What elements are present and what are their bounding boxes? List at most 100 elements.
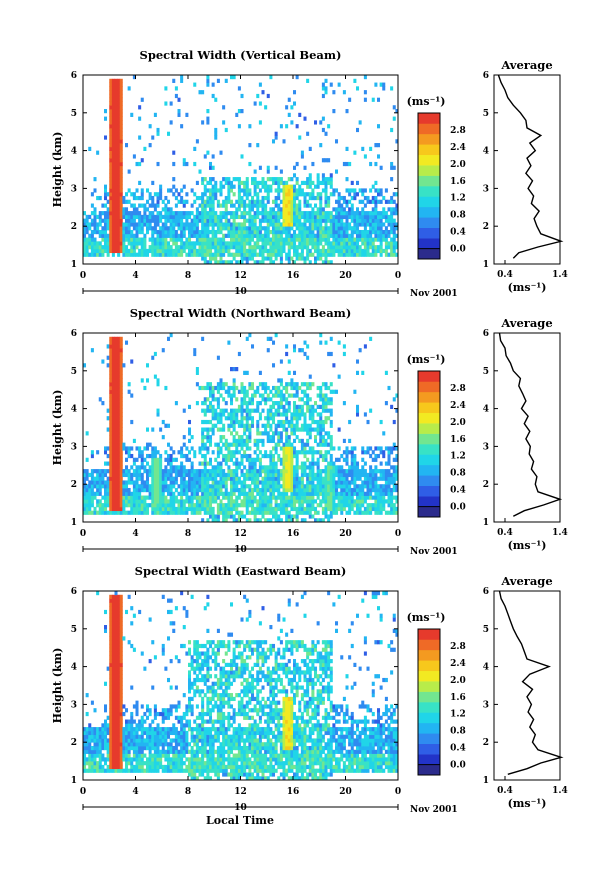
heatmap-cell [248, 214, 252, 220]
heatmap-cell [182, 222, 186, 227]
heatmap-cell [329, 177, 333, 182]
heatmap-cell [153, 218, 157, 223]
heatmap-cell [261, 438, 265, 444]
heatmap-cell [140, 237, 144, 242]
heatmap-cell [243, 218, 247, 223]
heatmap-cell [264, 510, 268, 515]
heatmap-cell [135, 472, 139, 478]
heatmap-cell [222, 382, 226, 387]
heatmap-cell [114, 453, 118, 459]
heatmap-cell [356, 226, 360, 231]
heatmap-cell [300, 446, 304, 451]
heatmap-cell [96, 480, 100, 485]
heatmap-cell [114, 389, 118, 394]
heatmap-cell [251, 222, 255, 227]
heatmap-cell [117, 112, 121, 117]
heatmap-cell [293, 370, 297, 375]
heatmap-cell [206, 408, 210, 413]
heatmap-cell [253, 260, 257, 265]
heatmap-cell [201, 419, 205, 425]
heatmap-cell [109, 229, 113, 235]
heatmap-cell [253, 199, 257, 204]
heatmap-cell [245, 499, 249, 504]
heatmap-cell [371, 476, 375, 481]
heatmap-cell [303, 241, 307, 246]
heatmap-cell [101, 730, 105, 736]
heatmap-cell [193, 248, 197, 254]
heatmap-cell [159, 427, 163, 432]
heatmap-cell [177, 245, 181, 250]
heatmap-cell [106, 207, 110, 212]
heatmap-cell [235, 385, 239, 391]
heatmap-cell [114, 385, 118, 391]
heatmap-cell [295, 226, 299, 231]
heatmap-cell [261, 393, 265, 398]
heatmap-cell [256, 252, 260, 257]
heatmap-cell [119, 450, 123, 455]
heatmap-cell [130, 222, 134, 227]
heatmap-cell [369, 469, 373, 474]
heatmap-cell [300, 397, 304, 402]
heatmap-cell [209, 495, 213, 500]
heatmap-cell [353, 211, 357, 216]
heatmap-cell [198, 484, 202, 489]
heatmap-cell [138, 450, 142, 455]
heatmap-cell [285, 218, 289, 223]
heatmap-cell [303, 237, 307, 242]
heatmap-cell [172, 457, 176, 462]
heatmap-cell [316, 180, 320, 186]
heatmap-cell [240, 233, 244, 238]
heatmap-cell [392, 476, 396, 481]
heatmap-cell [185, 510, 189, 515]
heatmap-cell [148, 203, 152, 208]
heatmap-cell [277, 378, 281, 383]
heatmap-cell [216, 469, 220, 474]
heatmap-cell [342, 495, 346, 500]
heatmap-cell [143, 218, 147, 223]
heatmap-cell [153, 503, 157, 508]
heatmap-cell [132, 491, 136, 496]
heatmap-cell [104, 116, 108, 121]
profile-y-tick-label: 1 [483, 260, 489, 270]
heatmap-cell [316, 241, 320, 246]
heatmap-cell [227, 229, 231, 235]
heatmap-cell [195, 237, 199, 242]
heatmap-cell [279, 469, 283, 474]
heatmap-cell [111, 419, 115, 425]
colorbar-swatch [418, 444, 440, 455]
heatmap-cell [290, 207, 294, 212]
heatmap-cell [366, 491, 370, 496]
heatmap-cell [311, 457, 315, 462]
heatmap-cell [279, 484, 283, 489]
heatmap-cell [287, 457, 291, 462]
heatmap-cell [316, 412, 320, 417]
y-tick-label: 2 [71, 480, 77, 490]
heatmap-cell [195, 370, 199, 375]
heatmap-cell [314, 510, 318, 515]
heatmap-cell [245, 211, 249, 216]
heatmap-cell [151, 180, 155, 186]
heatmap-cell [337, 237, 341, 242]
heatmap-cell [198, 195, 202, 201]
heatmap-cell [143, 237, 147, 242]
heatmap-cell [148, 469, 152, 474]
heatmap-cell [203, 453, 207, 459]
heatmap-cell [203, 385, 207, 391]
heatmap-cell [159, 510, 163, 515]
heatmap-cell [293, 260, 297, 265]
heatmap-cell [211, 229, 215, 235]
heatmap-cell [222, 120, 226, 125]
heatmap-cell [266, 510, 270, 515]
heatmap-cell [98, 229, 102, 235]
heatmap-cell [316, 226, 320, 231]
heatmap-cell [106, 469, 110, 474]
heatmap-cell [279, 382, 283, 387]
heatmap-cell [135, 233, 139, 238]
heatmap-cell [319, 195, 323, 201]
heatmap-cell [122, 442, 126, 447]
heatmap-cell [366, 472, 370, 478]
heatmap-cell [369, 237, 373, 242]
heatmap-cell [240, 472, 244, 478]
heatmap-cell [384, 401, 388, 406]
heatmap-cell [219, 222, 223, 227]
